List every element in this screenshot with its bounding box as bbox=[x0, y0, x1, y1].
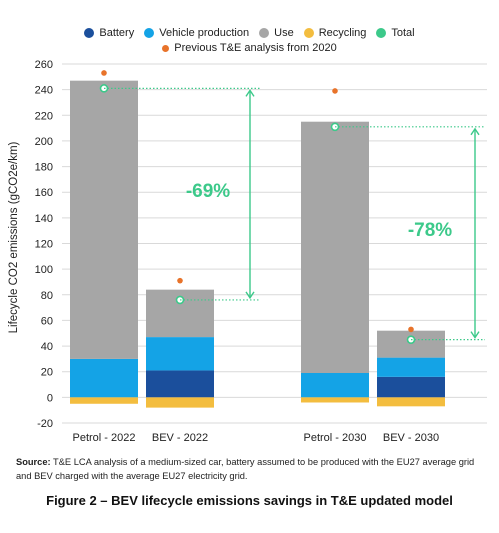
legend-swatch-previous bbox=[162, 44, 170, 52]
reduction-arrow-head-up bbox=[245, 89, 255, 97]
y-tick-label: 260 bbox=[35, 59, 53, 71]
vehicle-production-segment bbox=[301, 372, 369, 398]
previous-analysis-point bbox=[177, 277, 183, 284]
reduction-arrow-head-down bbox=[245, 291, 255, 300]
recycling-segment bbox=[146, 397, 214, 408]
previous-analysis-point bbox=[332, 88, 338, 94]
x-tick-label: BEV - 2030 bbox=[383, 432, 439, 444]
legend-label-use: Use bbox=[274, 27, 294, 39]
vehicle-production-segment bbox=[377, 357, 445, 377]
vehicle-production-segment bbox=[146, 337, 214, 371]
legend-swatch-total bbox=[376, 28, 387, 38]
legend-swatch-battery bbox=[84, 28, 95, 38]
y-tick-label: 0 bbox=[47, 392, 53, 404]
y-tick-label: 180 bbox=[35, 162, 53, 174]
reduction-percentage-label: -78% bbox=[408, 220, 452, 241]
y-axis-label: Lifecycle CO2 emissions (gCO2e/km) bbox=[8, 141, 20, 333]
legend-label-recycling: Recycling bbox=[318, 27, 367, 39]
y-tick-label: -20 bbox=[37, 418, 53, 430]
legend-swatch-vehicle-production bbox=[144, 28, 155, 38]
source-label: Source: bbox=[16, 457, 51, 467]
legend-swatch-recycling bbox=[303, 28, 314, 38]
source-text: T&E LCA analysis of a medium-sized car, … bbox=[16, 457, 475, 481]
recycling-segment bbox=[301, 397, 369, 403]
y-tick-label: 240 bbox=[35, 85, 53, 97]
legend-item-previous: Previous T&E analysis from 2020 bbox=[162, 42, 337, 54]
legend: Battery Vehicle production Use Recycling… bbox=[0, 27, 499, 39]
legend-item-battery: Battery bbox=[84, 27, 134, 39]
recycling-segment bbox=[377, 397, 445, 407]
legend-item-recycling: Recycling bbox=[303, 27, 367, 39]
y-tick-label: 60 bbox=[41, 315, 53, 327]
y-tick-label: 20 bbox=[41, 367, 53, 379]
reduction-arrow-head-down bbox=[470, 331, 480, 339]
previous-analysis-point bbox=[101, 70, 107, 76]
source-note: Source: T&E LCA analysis of a medium-siz… bbox=[16, 455, 488, 483]
y-tick-label: 100 bbox=[35, 264, 53, 276]
use-segment bbox=[70, 80, 138, 359]
legend-item-use: Use bbox=[259, 27, 294, 39]
use-segment bbox=[377, 330, 445, 358]
vehicle-production-segment bbox=[70, 358, 138, 398]
reduction-percentage-label: -69% bbox=[186, 181, 230, 202]
x-tick-label: BEV - 2022 bbox=[152, 432, 208, 444]
legend-label-vehicle-production: Vehicle production bbox=[159, 27, 250, 39]
legend-label-previous: Previous T&E analysis from 2020 bbox=[174, 42, 337, 54]
y-tick-label: 200 bbox=[35, 136, 53, 148]
y-tick-label: 220 bbox=[35, 110, 53, 122]
reduction-arrow-head-up bbox=[470, 127, 480, 136]
y-tick-label: 40 bbox=[41, 341, 53, 353]
y-tick-label: 140 bbox=[35, 213, 53, 225]
recycling-segment bbox=[70, 397, 138, 404]
legend-row-previous: Previous T&E analysis from 2020 bbox=[0, 42, 499, 54]
emissions-chart: -20 0 20 40 60 80 100 120 140 160 180 200 220 240 260 L… bbox=[8, 59, 487, 444]
legend-item-total: Total bbox=[376, 27, 415, 39]
y-tick-label: 160 bbox=[35, 187, 53, 199]
x-tick-label: Petrol - 2022 bbox=[73, 432, 136, 444]
y-tick-label: 120 bbox=[35, 239, 53, 251]
battery-segment bbox=[146, 370, 214, 398]
battery-segment bbox=[377, 376, 445, 398]
legend-label-total: Total bbox=[391, 27, 415, 39]
figure-caption: Figure 2 – BEV lifecycle emissions savin… bbox=[46, 493, 453, 508]
x-tick-label: Petrol - 2030 bbox=[304, 432, 367, 444]
legend-swatch-use bbox=[259, 28, 270, 38]
legend-item-vehicle-production: Vehicle production bbox=[144, 27, 249, 39]
use-segment bbox=[301, 121, 369, 373]
y-tick-label: 80 bbox=[41, 290, 53, 302]
previous-analysis-point bbox=[408, 326, 414, 333]
legend-label-battery: Battery bbox=[99, 27, 135, 39]
